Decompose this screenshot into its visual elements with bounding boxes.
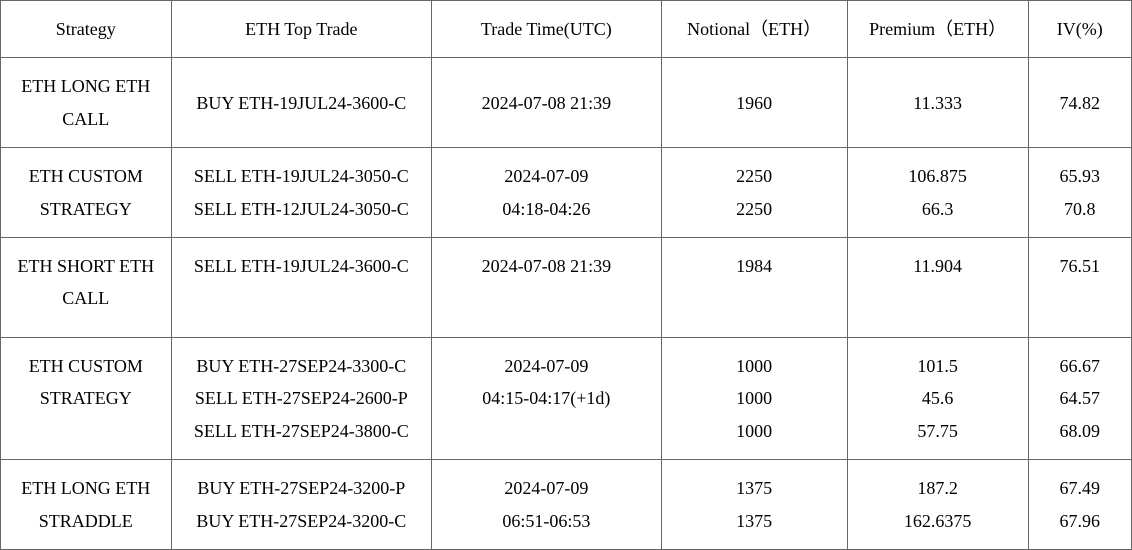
col-premium: Premium（ETH） — [847, 1, 1028, 58]
cell-time: 2024-07-09 06:51-06:53 — [432, 460, 662, 550]
cell-strategy: ETH CUSTOM STRATEGY — [1, 148, 172, 238]
col-iv: IV(%) — [1028, 1, 1131, 58]
col-top-trade: ETH Top Trade — [171, 1, 432, 58]
table-row: ETH CUSTOM STRATEGY SELL ETH-19JUL24-305… — [1, 148, 1132, 238]
eth-trades-table: Strategy ETH Top Trade Trade Time(UTC) N… — [0, 0, 1132, 550]
cell-trade: SELL ETH-19JUL24-3600-C — [171, 237, 432, 337]
cell-notional: 1984 — [661, 237, 847, 337]
table-row: ETH LONG ETH CALL BUY ETH-19JUL24-3600-C… — [1, 58, 1132, 148]
cell-premium: 11.904 — [847, 237, 1028, 337]
table-container: Strategy ETH Top Trade Trade Time(UTC) N… — [0, 0, 1132, 550]
cell-premium: 11.333 — [847, 58, 1028, 148]
table-body: ETH LONG ETH CALL BUY ETH-19JUL24-3600-C… — [1, 58, 1132, 550]
cell-time: 2024-07-09 04:18-04:26 — [432, 148, 662, 238]
cell-notional: 2250 2250 — [661, 148, 847, 238]
cell-iv: 66.67 64.57 68.09 — [1028, 337, 1131, 459]
cell-time: 2024-07-09 04:15-04:17(+1d) — [432, 337, 662, 459]
cell-notional: 1375 1375 — [661, 460, 847, 550]
cell-premium: 187.2 162.6375 — [847, 460, 1028, 550]
table-row: ETH SHORT ETH CALL SELL ETH-19JUL24-3600… — [1, 237, 1132, 337]
cell-trade: BUY ETH-19JUL24-3600-C — [171, 58, 432, 148]
col-strategy: Strategy — [1, 1, 172, 58]
cell-iv: 65.93 70.8 — [1028, 148, 1131, 238]
cell-strategy: ETH CUSTOM STRATEGY — [1, 337, 172, 459]
cell-notional: 1960 — [661, 58, 847, 148]
cell-premium: 101.5 45.6 57.75 — [847, 337, 1028, 459]
cell-notional: 1000 1000 1000 — [661, 337, 847, 459]
table-row: ETH LONG ETH STRADDLE BUY ETH-27SEP24-32… — [1, 460, 1132, 550]
cell-strategy: ETH LONG ETH STRADDLE — [1, 460, 172, 550]
table-row: ETH CUSTOM STRATEGY BUY ETH-27SEP24-3300… — [1, 337, 1132, 459]
cell-iv: 74.82 — [1028, 58, 1131, 148]
cell-strategy: ETH LONG ETH CALL — [1, 58, 172, 148]
cell-premium: 106.875 66.3 — [847, 148, 1028, 238]
cell-trade: SELL ETH-19JUL24-3050-C SELL ETH-12JUL24… — [171, 148, 432, 238]
col-notional: Notional（ETH） — [661, 1, 847, 58]
cell-strategy: ETH SHORT ETH CALL — [1, 237, 172, 337]
table-header-row: Strategy ETH Top Trade Trade Time(UTC) N… — [1, 1, 1132, 58]
cell-trade: BUY ETH-27SEP24-3200-P BUY ETH-27SEP24-3… — [171, 460, 432, 550]
cell-trade: BUY ETH-27SEP24-3300-C SELL ETH-27SEP24-… — [171, 337, 432, 459]
cell-iv: 76.51 — [1028, 237, 1131, 337]
cell-time: 2024-07-08 21:39 — [432, 237, 662, 337]
cell-time: 2024-07-08 21:39 — [432, 58, 662, 148]
col-trade-time: Trade Time(UTC) — [432, 1, 662, 58]
cell-iv: 67.49 67.96 — [1028, 460, 1131, 550]
